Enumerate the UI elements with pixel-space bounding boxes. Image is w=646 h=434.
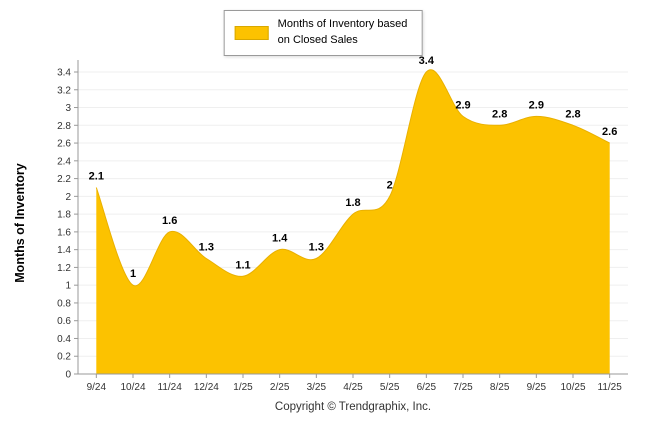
y-tick-label: 1.4 [57,245,71,256]
data-label: 2.1 [89,170,104,182]
x-tick-label: 11/24 [158,382,183,393]
y-tick-label: 3.2 [57,85,71,96]
data-label: 1 [130,268,136,280]
legend: Months of Inventory based on Closed Sale… [223,10,423,56]
copyright-text: Copyright © Trendgraphix, Inc. [274,401,432,413]
x-tick-label: 1/25 [233,382,253,393]
area-outline [95,69,610,287]
legend-label: Months of Inventory based on Closed Sale… [278,17,408,49]
data-label: 2.8 [565,108,580,120]
y-tick-label: 2.6 [57,139,71,150]
y-tick-label: 0.8 [57,298,71,309]
x-tick-label: 9/24 [87,382,107,393]
y-tick-label: 0 [65,370,71,381]
legend-line2: on Closed Sales [277,33,358,46]
data-label: 2.9 [455,99,470,111]
y-tick-label: 3.4 [57,68,71,79]
x-tick-label: 3/25 [307,382,327,393]
data-label: 1.4 [272,233,288,245]
area-series [96,69,610,374]
legend-swatch-icon [234,25,269,40]
x-tick-label: 11/25 [598,382,623,393]
x-tick-label: 9/25 [527,382,547,393]
x-tick-label: 10/25 [560,382,585,393]
data-label: 1.8 [345,197,360,209]
legend-line1: Months of Inventory based [277,18,408,30]
data-label: 1.3 [199,242,214,254]
y-tick-label: 0.6 [57,316,71,327]
x-tick-label: 8/25 [490,382,510,393]
y-tick-label: 2 [65,192,71,203]
y-tick-label: 2.4 [57,156,71,167]
data-label: 2 [387,179,393,191]
x-tick-label: 7/25 [453,382,473,393]
y-tick-label: 3 [65,103,71,114]
data-label: 2.9 [529,99,544,111]
y-tick-label: 0.4 [57,334,71,345]
y-tick-label: 0.2 [57,352,71,363]
y-tick-label: 1.2 [57,263,71,274]
x-tick-label: 12/24 [194,382,219,393]
y-tick-label: 1 [65,281,71,292]
y-tick-label: 1.6 [57,227,71,238]
x-tick-label: 2/25 [270,382,290,393]
x-tick-label: 4/25 [343,382,363,393]
data-label: 1.1 [235,259,250,271]
y-tick-label: 1.8 [57,210,71,221]
data-label: 2.6 [602,126,617,138]
y-tick-label: 2.2 [57,174,71,185]
data-label: 1.3 [309,242,324,254]
x-tick-label: 6/25 [417,382,437,393]
data-label: 3.4 [419,55,435,67]
x-tick-label: 10/24 [120,382,145,393]
y-tick-label: 2.8 [57,121,71,132]
data-label: 1.6 [162,215,177,227]
data-label: 2.8 [492,108,507,120]
x-tick-label: 5/25 [380,382,400,393]
